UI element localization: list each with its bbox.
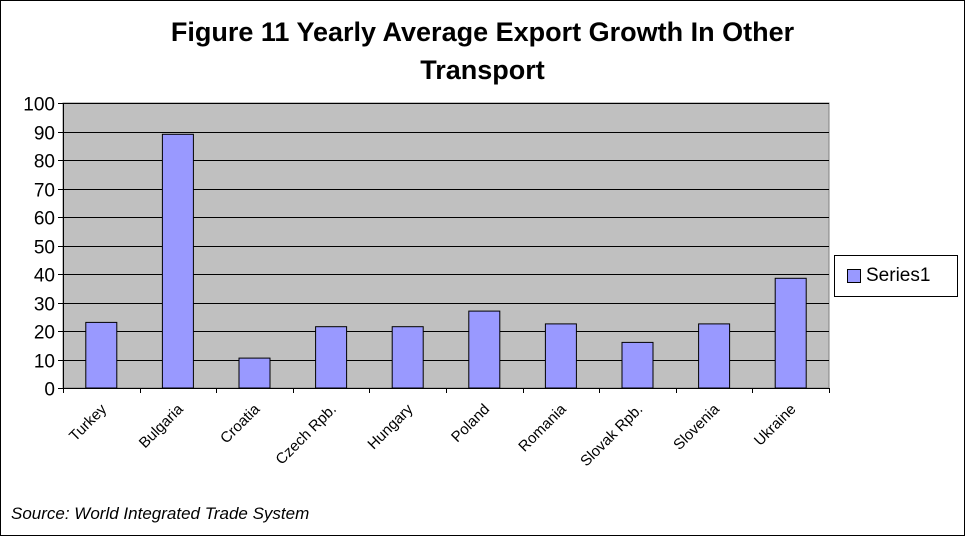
bar-poland (468, 310, 501, 389)
y-tick-label: 60 (34, 209, 55, 230)
chart-title-text: Figure 11 Yearly Average Export Growth I… (170, 17, 795, 85)
legend: Series1 (834, 255, 958, 297)
y-tick-label: 100 (23, 95, 55, 116)
bar-slovenia (698, 323, 731, 389)
bar-czech-rpb (315, 326, 348, 389)
x-tick-label: Bulgaria (136, 400, 187, 451)
y-tick-label: 70 (34, 181, 55, 202)
x-tick-label: Romania (515, 400, 570, 455)
y-tick-label: 50 (34, 238, 55, 259)
x-tick-label: Czech Rpb. (272, 401, 339, 468)
y-tick-label: 10 (34, 352, 55, 373)
x-tick-label: Slovak Rpb. (577, 401, 646, 470)
x-tick-label: Ukraine (751, 401, 800, 450)
x-tick-label: Croatia (217, 400, 264, 447)
y-tick-label: 30 (34, 295, 55, 316)
bar-romania (544, 323, 577, 389)
y-tick-label: 90 (34, 124, 55, 145)
bar-hungary (391, 326, 424, 389)
y-tick-label: 80 (34, 152, 55, 173)
x-tick-label: Hungary (364, 400, 416, 452)
legend-swatch-series1 (847, 269, 861, 283)
bar-ukraine (774, 277, 807, 389)
x-tick-label: Slovenia (670, 400, 723, 453)
legend-label-series1: Series1 (866, 265, 931, 286)
x-tick-label: Turkey (66, 400, 110, 444)
bar-slovak-rpb (621, 341, 654, 389)
source-note: Source: World Integrated Trade System (11, 504, 310, 523)
bar-croatia (238, 357, 271, 389)
y-tick-label: 40 (34, 266, 55, 287)
y-tick-label: 20 (34, 323, 55, 344)
bar-bulgaria (161, 133, 194, 389)
x-tick-label: Poland (448, 401, 493, 446)
chart-title: Figure 11 Yearly Average Export Growth I… (1, 13, 964, 89)
bar-turkey (85, 321, 118, 389)
y-tick-label: 0 (44, 380, 55, 401)
